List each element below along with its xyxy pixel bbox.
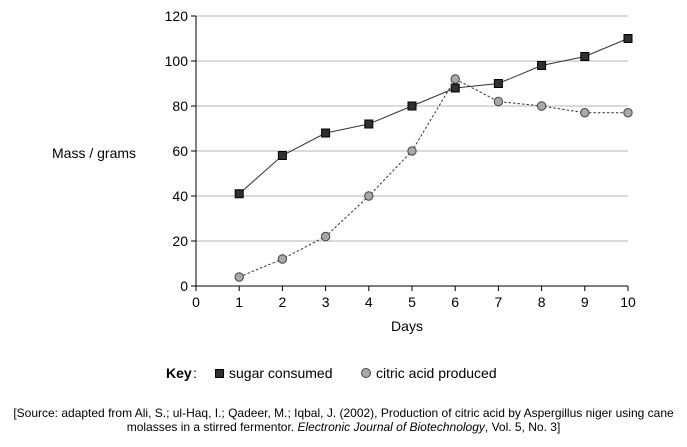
citric-point [450,74,460,84]
x-tick-label: 10 [620,294,636,310]
citric-acid-chart: 0 20 40 60 80 100 120 0 1 2 3 4 5 6 7 8 9 10 Mass / gram… [52,8,636,334]
legend-square-marker-icon [215,369,224,378]
sugar-point [450,83,460,93]
x-tick-label: 2 [279,294,287,310]
y-axis-label: Mass / grams [52,145,136,161]
sugar-point [537,61,547,70]
x-tick-label: 5 [408,294,416,310]
source-journal: Electronic Journal of Biotechnology [297,420,485,434]
citric-point [364,191,374,201]
citric-point [407,146,417,156]
legend-colon: : [193,365,197,381]
sugar-point [277,151,287,160]
x-tick-label: 7 [495,294,503,310]
y-tick-label: 40 [172,188,188,204]
y-tick-label: 80 [172,98,188,114]
legend: Key : sugar consumed citric acid produce… [0,363,687,385]
x-tick-label: 6 [451,294,459,310]
legend-sugar-label: sugar consumed [229,365,333,381]
y-tick-label: 60 [172,143,188,159]
grid-lines [196,15,628,242]
sugar-point [234,189,244,199]
citric-point [234,272,244,282]
citric-point [580,108,590,118]
x-tick-label: 0 [192,294,200,310]
citric-point [623,108,633,118]
legend-citric-label: citric acid produced [376,365,497,381]
source-line-1: [Source: adapted from Ali, S.; ul-Haq, I… [13,406,674,420]
x-tick-label: 9 [581,294,589,310]
x-tick-label: 4 [365,294,373,310]
citric-point [277,254,288,264]
sugar-point [321,128,331,138]
citric-point [536,101,547,111]
sugar-point [580,52,590,61]
series-line [239,78,628,278]
x-tick-label: 3 [322,294,330,310]
y-tick-label: 100 [165,53,189,69]
series-line [238,38,629,195]
y-tick-labels: 0 20 40 60 80 100 120 [165,8,196,294]
citric-point [493,96,504,107]
y-tick-label: 120 [165,8,189,24]
x-tick-label: 1 [235,294,243,310]
series-group [234,34,633,282]
legend-circle-marker-icon [361,368,371,378]
y-tick-label: 20 [172,233,188,249]
sugar-point [364,119,374,129]
source-line-2-end: , Vol. 5, No. 3] [484,420,561,434]
legend-title: Key [166,365,192,381]
source-line-2: molasses in a stirred fermentor. Electro… [0,420,687,434]
source-citation: [Source: adapted from Ali, S.; ul-Haq, I… [0,406,687,434]
sugar-point [407,101,417,111]
sugar-point [623,34,633,43]
source-line-2-start: molasses in a stirred fermentor. [126,420,298,434]
citric-point [320,231,331,242]
y-tick-label: 0 [180,278,188,294]
x-axis-label: Days [391,318,423,334]
x-tick-labels: 0 1 2 3 4 5 6 7 8 9 10 [192,286,636,310]
x-tick-label: 8 [538,294,546,310]
sugar-point [493,79,503,88]
